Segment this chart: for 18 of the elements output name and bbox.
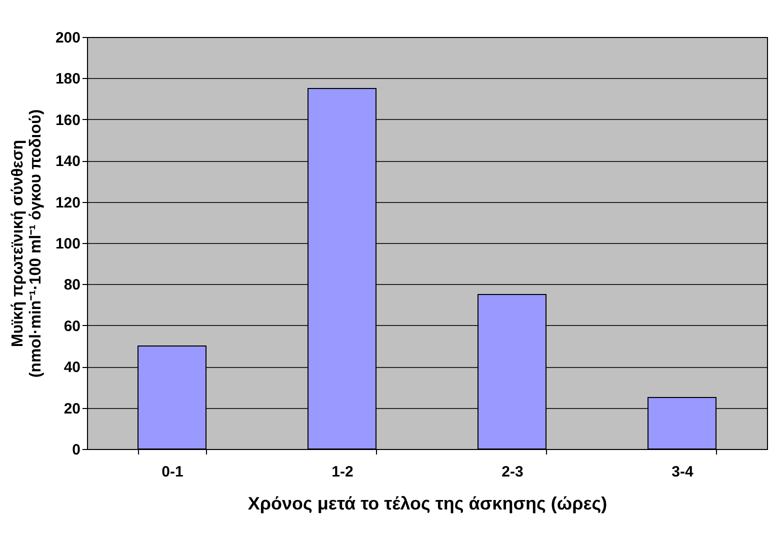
y-tick-label: 100 bbox=[55, 236, 80, 252]
y-tick-label: 120 bbox=[55, 194, 80, 212]
y-tick-label: 80 bbox=[64, 276, 80, 294]
x-tick-label: 0-1 bbox=[162, 464, 184, 480]
y-tick-label: 140 bbox=[55, 153, 80, 170]
x-tick-label: 1-2 bbox=[332, 464, 354, 480]
x-axis-title: Χρόνος μετά το τέλος της άσκησης (ώρες) bbox=[248, 494, 608, 514]
text: Μυϊκή πρωτεϊνική σύνθεση bbox=[9, 140, 26, 348]
text: (nmol·min⁻¹·100 ml⁻¹ όγκου ποδιού) bbox=[27, 109, 44, 378]
y-tick-label: 160 bbox=[55, 112, 80, 129]
x-tick-label: 3-4 bbox=[672, 464, 694, 480]
y-tick-label: 200 bbox=[55, 30, 80, 46]
x-tick-label: 2-3 bbox=[502, 464, 524, 480]
y-tick-label: 60 bbox=[64, 318, 80, 335]
y-tick-label: 20 bbox=[64, 400, 80, 418]
y-tick-label: 40 bbox=[64, 359, 80, 376]
y-tick-label: 0 bbox=[72, 442, 80, 458]
y-tick-label: 180 bbox=[55, 70, 80, 88]
